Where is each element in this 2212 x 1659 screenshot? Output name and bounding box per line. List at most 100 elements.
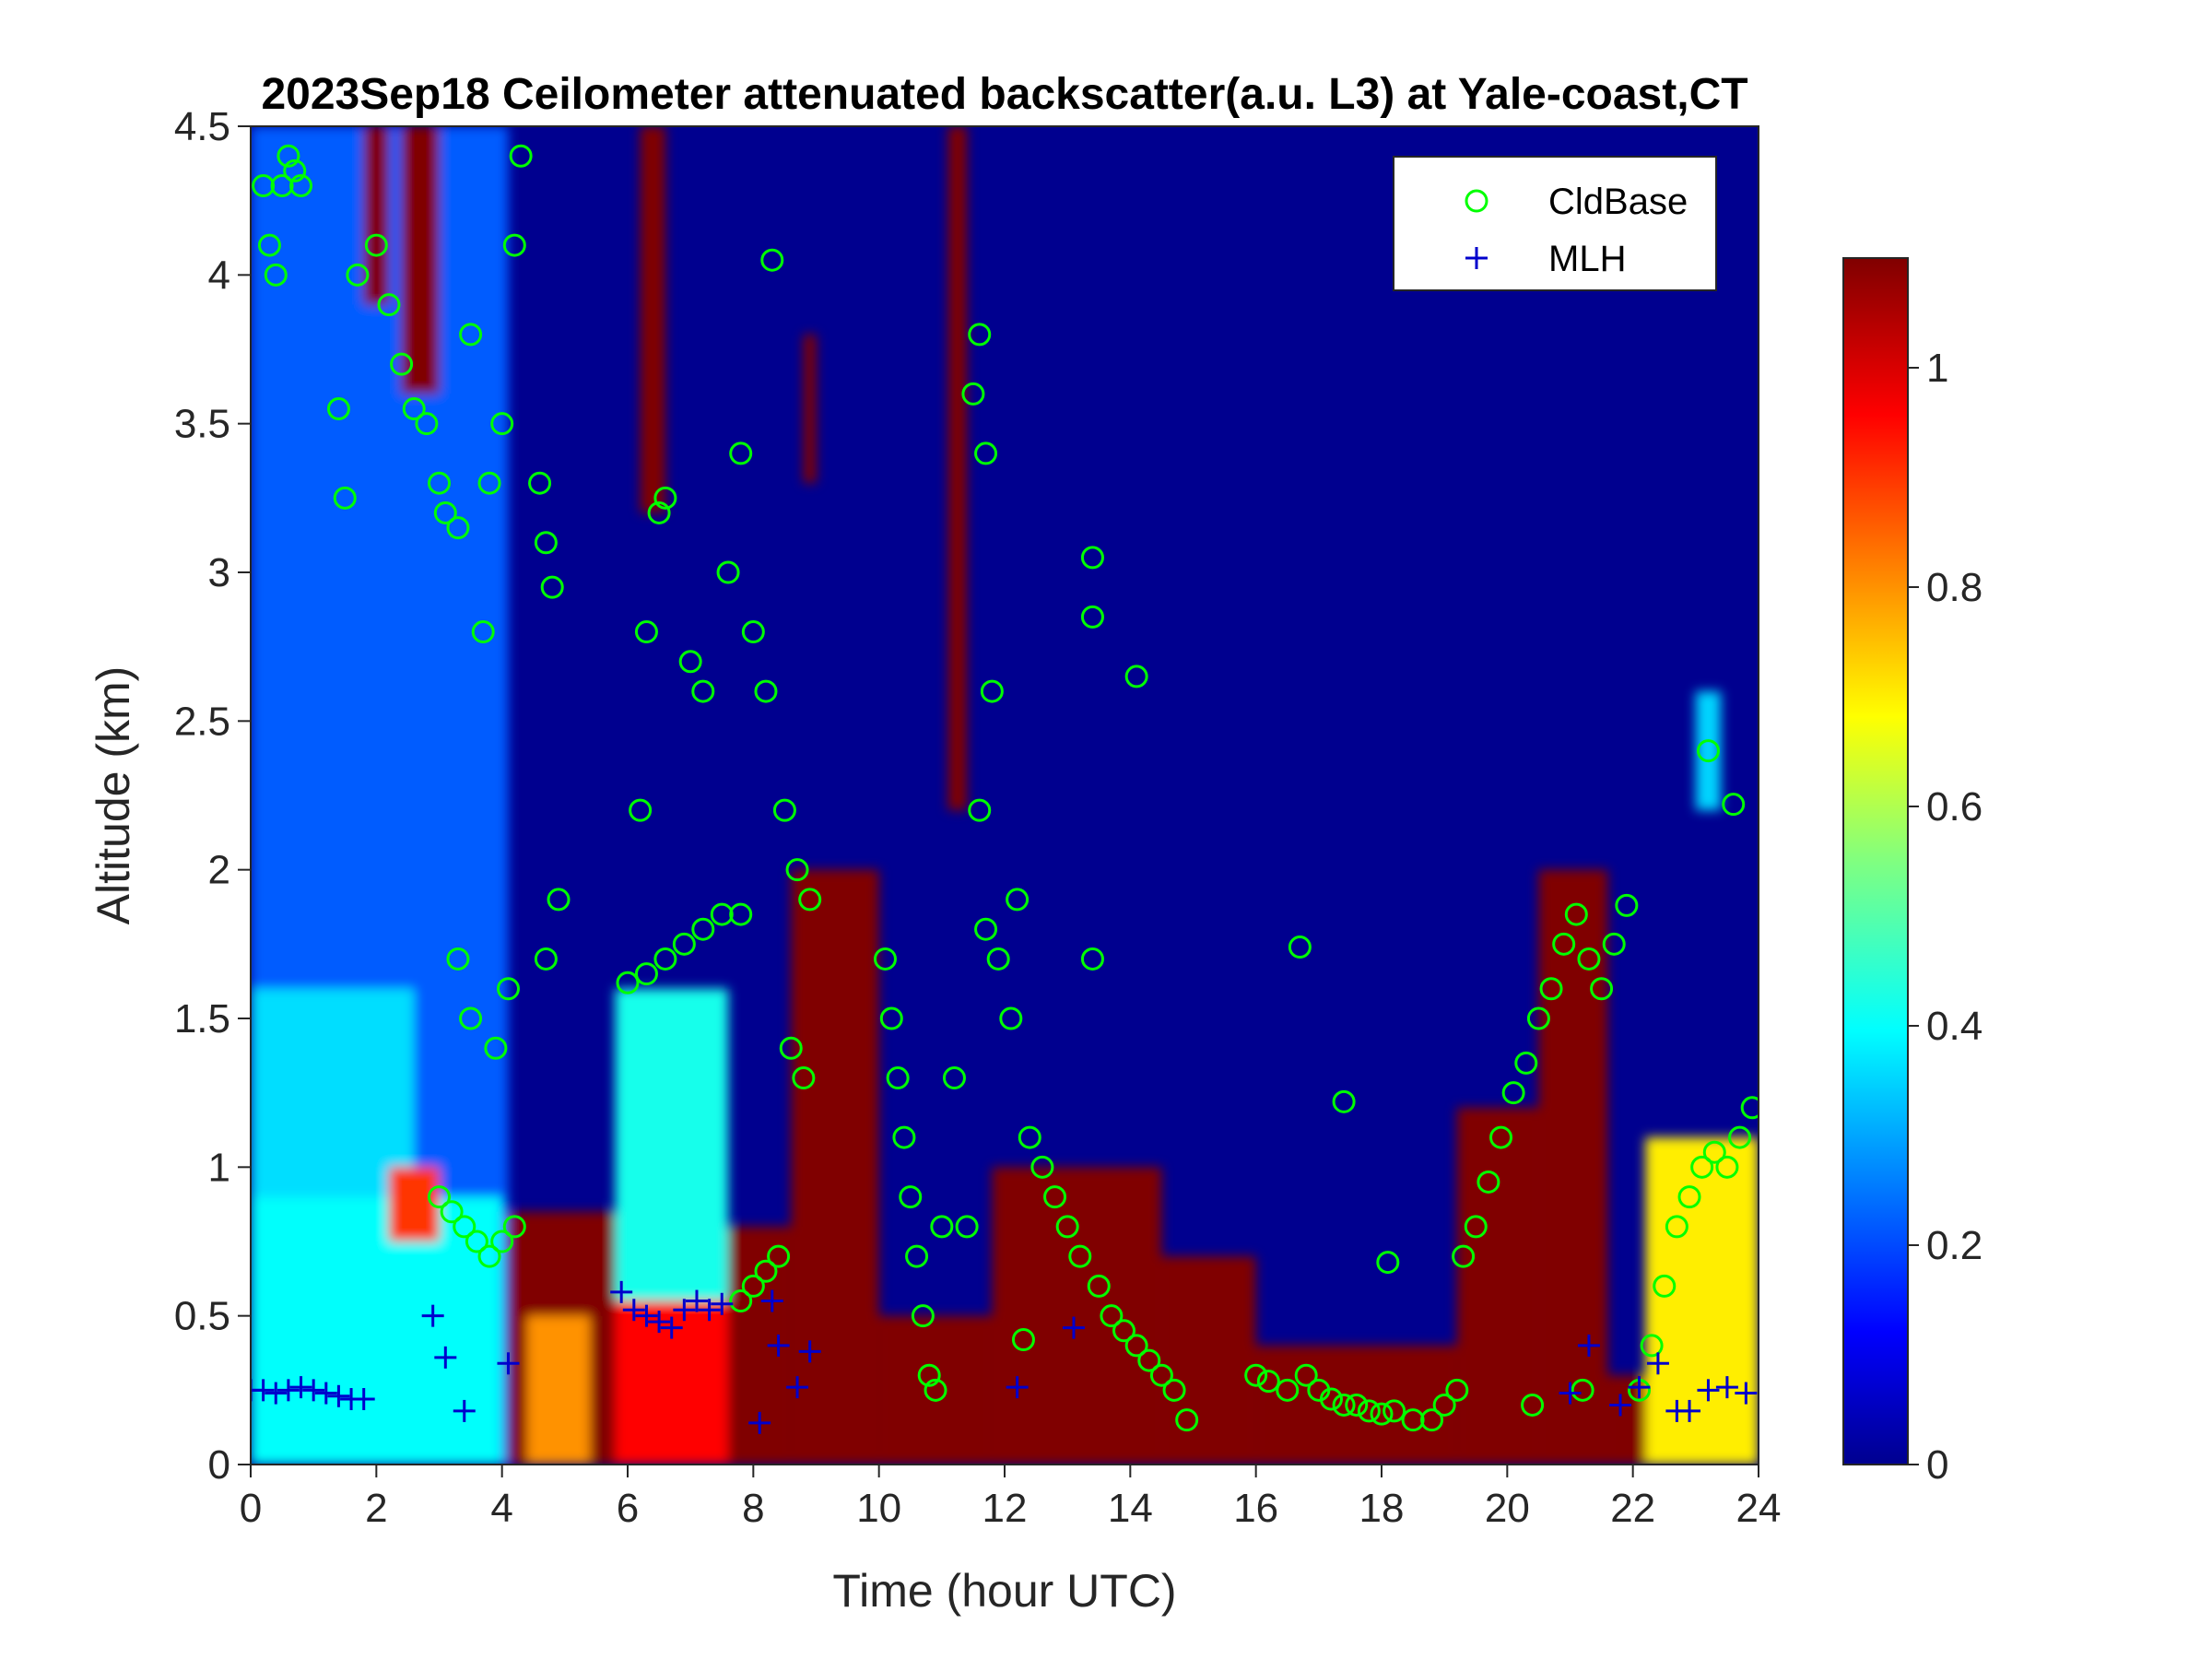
cldbase-point xyxy=(1477,1170,1500,1194)
cldbase-point xyxy=(1401,1408,1425,1432)
cldbase-point xyxy=(459,323,483,347)
cldbase-point xyxy=(1452,1244,1476,1268)
cldbase-point xyxy=(465,1230,488,1253)
cldbase-point xyxy=(1539,977,1563,1001)
cldbase-point xyxy=(1080,605,1104,629)
mlh-point xyxy=(685,1289,708,1312)
cldbase-point xyxy=(1552,932,1576,956)
mlh-point xyxy=(673,1299,696,1322)
cldbase-point xyxy=(886,1066,910,1090)
cldbase-point xyxy=(1162,1378,1186,1402)
cldbase-point xyxy=(1100,1304,1124,1328)
mlh-point xyxy=(622,1299,645,1322)
cldbase-series xyxy=(252,144,1759,1432)
cldbase-point xyxy=(390,352,414,376)
cldbase-point xyxy=(446,947,470,971)
cldbase-point xyxy=(792,1066,816,1090)
cldbase-point xyxy=(1382,1399,1406,1423)
legend-cldbase-label: CldBase xyxy=(1548,182,1688,222)
y-axis: 0 0.5 1 1.5 2 2.5 3 3.5 4 4.5 xyxy=(174,104,251,1488)
cldbase-point xyxy=(1018,1125,1041,1149)
mlh-point xyxy=(276,1379,300,1402)
y-tick-label: 2.5 xyxy=(174,699,230,744)
cldbase-point xyxy=(333,486,357,510)
cldbase-point xyxy=(1702,1140,1726,1164)
colorbar-tick-label: 0 xyxy=(1926,1442,1948,1488)
y-tick-label: 0.5 xyxy=(174,1294,230,1339)
cldbase-point xyxy=(772,798,796,822)
cldbase-point xyxy=(616,971,640,994)
cldbase-point xyxy=(899,1185,923,1209)
mlh-point xyxy=(352,1388,375,1411)
cldbase-point xyxy=(490,1230,514,1253)
x-tick-label: 0 xyxy=(240,1486,262,1531)
cldbase-point xyxy=(1715,1155,1739,1179)
cldbase-point xyxy=(1521,1393,1545,1417)
cldbase-point xyxy=(754,679,778,703)
cldbase-point xyxy=(999,1006,1023,1030)
cldbase-point xyxy=(1276,1378,1300,1402)
cldbase-point xyxy=(1332,1393,1356,1417)
cldbase-point xyxy=(741,1274,765,1298)
cldbase-point xyxy=(1043,1185,1067,1209)
colorbar-tick-label: 0.4 xyxy=(1926,1004,1983,1049)
cldbase-point xyxy=(930,1215,954,1239)
cldbase-point xyxy=(477,1244,501,1268)
field-region xyxy=(791,869,879,1465)
cldbase-point xyxy=(1011,1327,1035,1351)
cldbase-point xyxy=(547,888,571,912)
cldbase-point xyxy=(1345,1393,1369,1417)
cldbase-point xyxy=(1288,935,1312,959)
cldbase-point xyxy=(502,1215,526,1239)
colorbar-tick-label: 0.2 xyxy=(1926,1223,1983,1268)
y-tick-label: 4.5 xyxy=(174,104,230,149)
mlh-point xyxy=(1735,1382,1758,1405)
x-tick-label: 4 xyxy=(490,1486,512,1531)
cldbase-point xyxy=(1464,1215,1488,1239)
cldbase-point xyxy=(364,233,388,257)
y-tick-label: 1 xyxy=(208,1145,230,1190)
cldbase-point xyxy=(1256,1370,1280,1394)
cldbase-point xyxy=(1577,947,1601,971)
cldbase-point xyxy=(252,174,276,198)
cldbase-point xyxy=(1055,1215,1079,1239)
cldbase-point xyxy=(986,947,1010,971)
mlh-point xyxy=(1559,1382,1582,1405)
field-region xyxy=(992,1167,1162,1465)
mlh-point xyxy=(1715,1376,1738,1399)
cldbase-point xyxy=(1653,1274,1677,1298)
field-region xyxy=(251,1196,502,1465)
cldbase-point xyxy=(955,1215,979,1239)
mlh-point xyxy=(1006,1376,1029,1399)
y-axis-label: Altitude (km) xyxy=(88,666,139,925)
backscatter-field xyxy=(251,126,1759,1465)
mlh-point xyxy=(767,1334,790,1357)
cldbase-point xyxy=(1564,902,1588,926)
mlh-point xyxy=(760,1289,783,1312)
cldbase-point xyxy=(629,798,653,822)
cldbase-point xyxy=(528,471,552,495)
cldbase-point xyxy=(980,679,1004,703)
cldbase-point xyxy=(691,679,715,703)
cldbase-point xyxy=(968,798,992,822)
field-region xyxy=(401,126,440,394)
legend: CldBase MLH xyxy=(1393,156,1717,291)
cldbase-point xyxy=(1571,1378,1594,1402)
mlh-point xyxy=(302,1379,325,1402)
x-tick-label: 20 xyxy=(1485,1486,1530,1531)
mlh-point xyxy=(635,1304,658,1327)
y-tick-label: 4 xyxy=(208,253,230,298)
cldbase-point xyxy=(509,144,533,168)
mlh-point xyxy=(453,1399,476,1422)
cldbase-point xyxy=(798,888,822,912)
legend-mlh-label: MLH xyxy=(1548,239,1626,279)
cldbase-point xyxy=(1677,1185,1701,1209)
cldbase-point xyxy=(289,174,313,198)
field-region xyxy=(526,1315,591,1465)
colorbar: 0 0.2 0.4 0.6 0.8 1 xyxy=(1842,257,1983,1488)
field-region xyxy=(615,988,729,1301)
cldbase-point xyxy=(1006,888,1030,912)
mlh-point xyxy=(1577,1334,1600,1357)
cldbase-point xyxy=(1112,1319,1136,1343)
cldbase-point xyxy=(879,1006,903,1030)
